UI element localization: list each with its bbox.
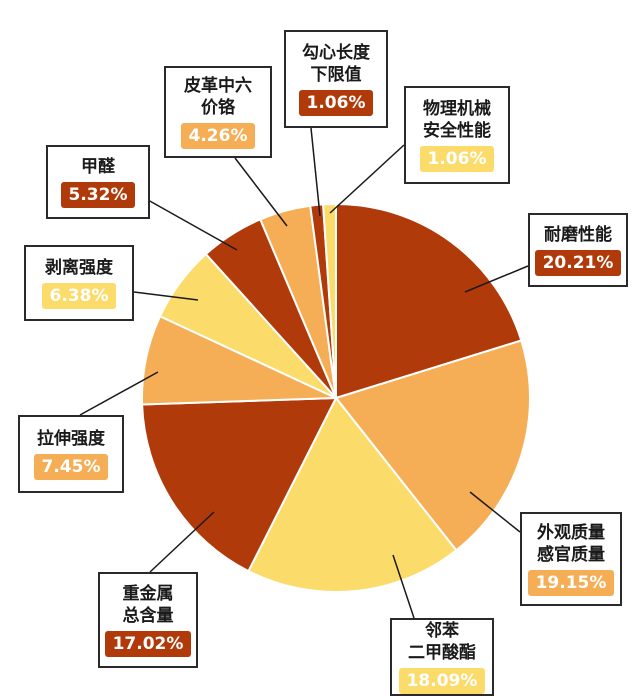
slice-label-value: 5.32% xyxy=(60,182,136,208)
slice-label: 勾心长度 下限值 1.06% xyxy=(284,30,388,128)
slice-label-value: 17.02% xyxy=(104,631,192,657)
slice-label-name: 重金属 总含量 xyxy=(122,584,174,626)
leader-line xyxy=(147,199,238,251)
slice-label-value: 1.06% xyxy=(298,90,374,116)
slice-label-name: 物理机械 安全性能 xyxy=(423,99,491,141)
slice-label-name: 勾心长度 下限值 xyxy=(302,43,370,85)
slice-label-value: 20.21% xyxy=(534,250,622,276)
pie-slice xyxy=(247,396,458,593)
slice-label-value: 18.09% xyxy=(398,668,486,694)
slice-label-value: 6.38% xyxy=(41,283,117,309)
pie-slice xyxy=(322,202,337,399)
slice-label: 拉伸强度 7.45% xyxy=(18,415,124,493)
leader-line xyxy=(310,127,321,217)
leader-line xyxy=(149,511,215,573)
slice-label: 物理机械 安全性能 1.06% xyxy=(404,86,510,184)
slice-label: 外观质量 感官质量 19.15% xyxy=(520,512,622,606)
leader-line xyxy=(329,144,405,214)
slice-label-name: 剥离强度 xyxy=(45,258,113,278)
slice-label: 皮革中六 价铬 4.26% xyxy=(164,66,272,158)
pie-slice xyxy=(334,339,531,552)
slice-label-value: 7.45% xyxy=(33,454,109,480)
slice-label-name: 外观质量 感官质量 xyxy=(537,523,605,565)
slice-label-value: 19.15% xyxy=(527,570,615,596)
leader-line xyxy=(234,157,288,227)
slice-label-name: 皮革中六 价铬 xyxy=(184,76,252,118)
slice-label: 耐磨性能 20.21% xyxy=(528,213,628,287)
leader-line xyxy=(464,265,529,293)
pie-slice xyxy=(335,202,523,400)
leader-line xyxy=(392,554,415,619)
slice-label-value: 1.06% xyxy=(419,146,495,172)
slice-label-name: 拉伸强度 xyxy=(37,429,105,449)
slice-label: 剥离强度 6.38% xyxy=(24,245,134,321)
slice-label-name: 耐磨性能 xyxy=(544,225,612,245)
slice-label: 甲醛 5.32% xyxy=(46,145,150,219)
slice-label-value: 4.26% xyxy=(180,123,256,149)
leader-line xyxy=(469,491,521,533)
slice-label: 邻苯 二甲酸酯 18.09% xyxy=(390,618,494,696)
slice-label-name: 邻苯 二甲酸酯 xyxy=(408,621,476,663)
leader-line xyxy=(79,371,159,416)
slice-label: 重金属 总含量 17.02% xyxy=(98,572,198,668)
leader-line xyxy=(133,291,199,301)
slice-label-name: 甲醛 xyxy=(81,157,115,177)
pie-slice xyxy=(141,396,338,573)
